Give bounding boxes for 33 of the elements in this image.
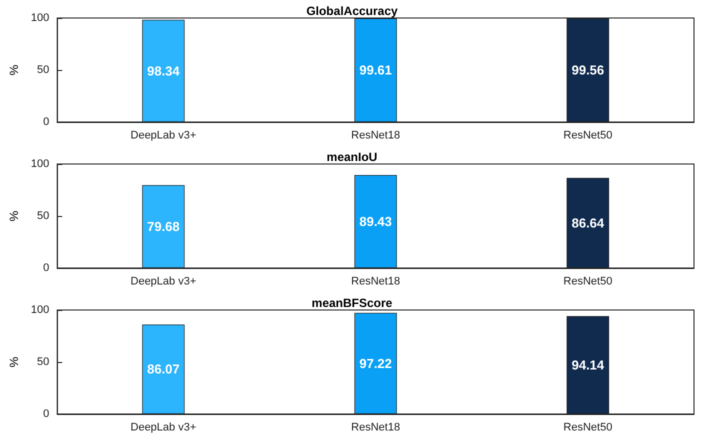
x-tick-label: ResNet50 [563,276,612,288]
data-label: 79.68 [147,219,180,234]
x-tick-label: DeepLab v3+ [130,130,196,142]
y-axis-title: % [7,210,21,222]
y-axis-title: % [7,64,21,76]
y-tick-label: 100 [30,158,50,170]
y-axis-title: % [7,356,21,368]
x-tick-label: ResNet18 [351,130,400,142]
data-label: 94.14 [572,358,605,373]
y-tick-label: 0 [43,262,50,274]
data-label: 98.34 [147,63,180,78]
chart-title: meanBFScore [312,296,393,310]
y-tick-label: 100 [30,12,50,24]
data-label: 86.07 [147,362,180,377]
x-tick-label: ResNet18 [351,422,400,434]
y-tick-label: 50 [37,210,50,222]
x-tick-label: ResNet50 [563,422,612,434]
data-label: 99.61 [359,62,392,78]
y-tick-label: 50 [37,64,50,76]
y-tick-label: 0 [43,408,50,420]
y-tick-label: 0 [43,116,50,128]
x-tick-label: ResNet50 [563,130,612,142]
y-tick-label: 50 [37,356,50,368]
chart-title: meanIoU [326,150,378,164]
data-label: 89.43 [359,214,392,229]
data-label: 97.22 [359,356,392,371]
data-label: 86.64 [572,215,605,230]
y-tick-label: 100 [30,304,50,316]
x-tick-label: ResNet18 [351,276,400,288]
x-tick-label: DeepLab v3+ [130,422,196,434]
x-tick-label: DeepLab v3+ [130,276,196,288]
data-label: 99.56 [572,62,604,78]
chart-title: GlobalAccuracy [306,4,398,18]
